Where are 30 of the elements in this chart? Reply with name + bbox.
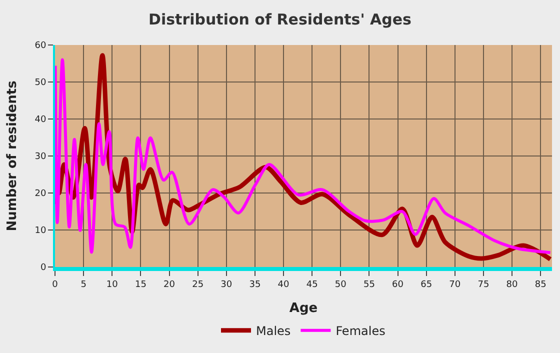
y-tick-label: 10 [34,226,46,236]
x-tick-label: 20 [164,280,176,290]
x-tick-label: 40 [278,280,290,290]
y-tick-label: 50 [34,78,46,88]
x-tick-label: 70 [449,280,461,290]
chart-title: Distribution of Residents' Ages [148,10,412,29]
y-tick-label: 30 [34,152,46,162]
x-tick-label: 30 [220,280,232,290]
x-tick-label: 5 [80,280,86,290]
legend-label: Males [256,324,291,338]
x-tick-label: 65 [420,280,432,290]
x-tick-label: 85 [534,280,546,290]
y-tick-label: 20 [34,189,46,200]
y-tick-label: 40 [34,115,46,126]
x-tick-label: 0 [52,280,58,290]
x-tick-label: 60 [392,280,404,290]
x-tick-label: 25 [192,280,204,290]
x-tick-label: 75 [478,280,490,290]
x-tick-label: 45 [306,280,318,290]
x-tick-label: 10 [106,280,118,290]
legend-label: Females [336,324,386,338]
y-axis-title: Number of residents [5,80,20,232]
x-tick-label: 50 [334,280,347,290]
x-tick-label: 80 [506,280,518,290]
y-tick-label: 0 [40,263,46,274]
y-tick-label: 60 [34,41,46,52]
x-tick-label: 15 [134,280,146,290]
x-tick-label: 55 [363,280,375,290]
x-axis-title: Age [289,300,318,316]
x-tick-label: 35 [249,280,261,290]
